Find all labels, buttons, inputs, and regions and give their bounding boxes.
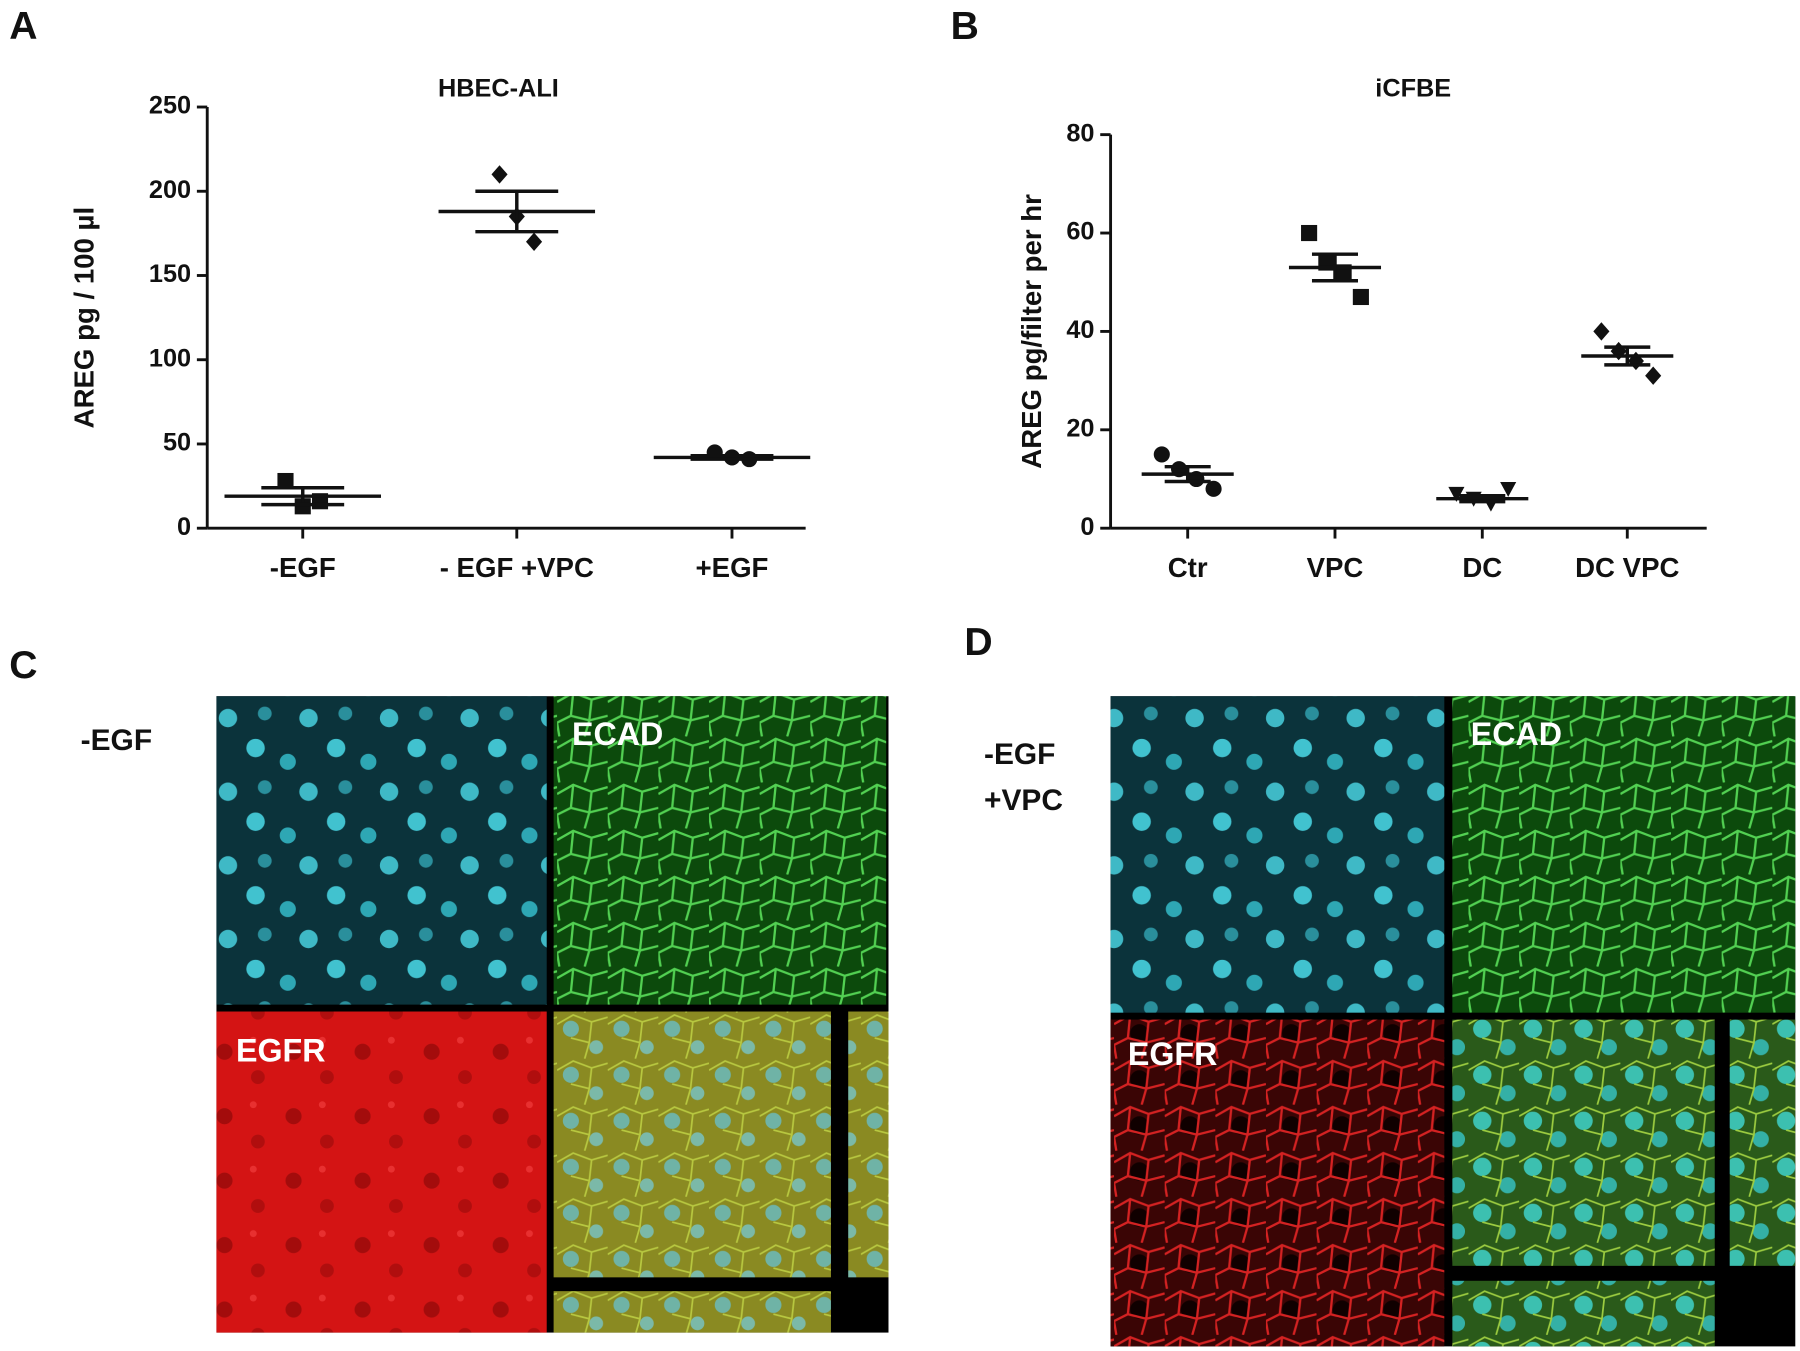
merge-image — [553, 1011, 831, 1278]
channel-label: ECAD — [1471, 716, 1562, 752]
y-tick-label: 60 — [1066, 218, 1094, 246]
ecad-image — [1452, 696, 1796, 1013]
data-point — [491, 165, 508, 184]
channel-label: EGFR — [236, 1032, 326, 1068]
y-tick-label: 20 — [1066, 414, 1094, 442]
data-point — [277, 472, 294, 490]
y-tick-label: 40 — [1066, 316, 1094, 344]
data-point — [1448, 486, 1465, 502]
dapi-image — [216, 696, 547, 1005]
y-axis-label: AREG pg / 100 µl — [69, 207, 100, 429]
data-point — [1593, 322, 1610, 341]
x-tick-label: - EGF +VPC — [440, 552, 594, 583]
chart-title: iCFBE — [1375, 74, 1451, 102]
side-projection — [1729, 1019, 1796, 1266]
channel-label: EGFR — [1128, 1036, 1218, 1072]
panel-letter: B — [951, 5, 979, 48]
y-tick-label: 80 — [1066, 119, 1094, 147]
chart-title: HBEC-ALI — [438, 74, 559, 102]
data-point — [1645, 366, 1662, 385]
y-tick-label: 0 — [177, 513, 191, 541]
x-tick-label: +EGF — [696, 552, 769, 583]
condition-label: +VPC — [984, 784, 1063, 817]
y-tick-label: 0 — [1080, 513, 1094, 541]
x-tick-label: DC VPC — [1575, 552, 1679, 583]
condition-label: -EGF — [81, 724, 152, 757]
ecad-image — [553, 696, 887, 1005]
y-tick-label: 50 — [163, 429, 191, 457]
y-tick-label: 200 — [149, 176, 191, 204]
panel-letter: C — [9, 644, 37, 687]
condition-label: -EGF — [984, 738, 1055, 771]
y-tick-label: 250 — [149, 92, 191, 120]
x-tick-label: -EGF — [270, 552, 336, 583]
bottom-projection — [553, 1291, 831, 1333]
x-tick-label: VPC — [1307, 552, 1364, 583]
dapi-image — [1110, 696, 1445, 1013]
panel-letter: A — [9, 5, 37, 48]
panel-letter: D — [964, 621, 992, 664]
data-point — [1301, 224, 1318, 242]
y-tick-label: 100 — [149, 344, 191, 372]
y-tick-label: 150 — [149, 260, 191, 288]
channel-label: ECAD — [572, 716, 663, 752]
merge-image — [1452, 1019, 1715, 1266]
y-axis-label: AREG pg/filter per hr — [1016, 194, 1047, 469]
data-point — [526, 232, 543, 252]
data-point — [1153, 446, 1170, 463]
data-point — [1500, 481, 1517, 497]
data-point — [1205, 480, 1222, 497]
x-tick-label: Ctr — [1168, 552, 1208, 583]
egfr-image — [216, 1011, 547, 1333]
data-point — [1352, 288, 1369, 306]
egfr-image — [1110, 1019, 1445, 1347]
side-projection — [848, 1011, 889, 1278]
bottom-projection — [1452, 1280, 1715, 1347]
x-tick-label: DC — [1462, 552, 1502, 583]
